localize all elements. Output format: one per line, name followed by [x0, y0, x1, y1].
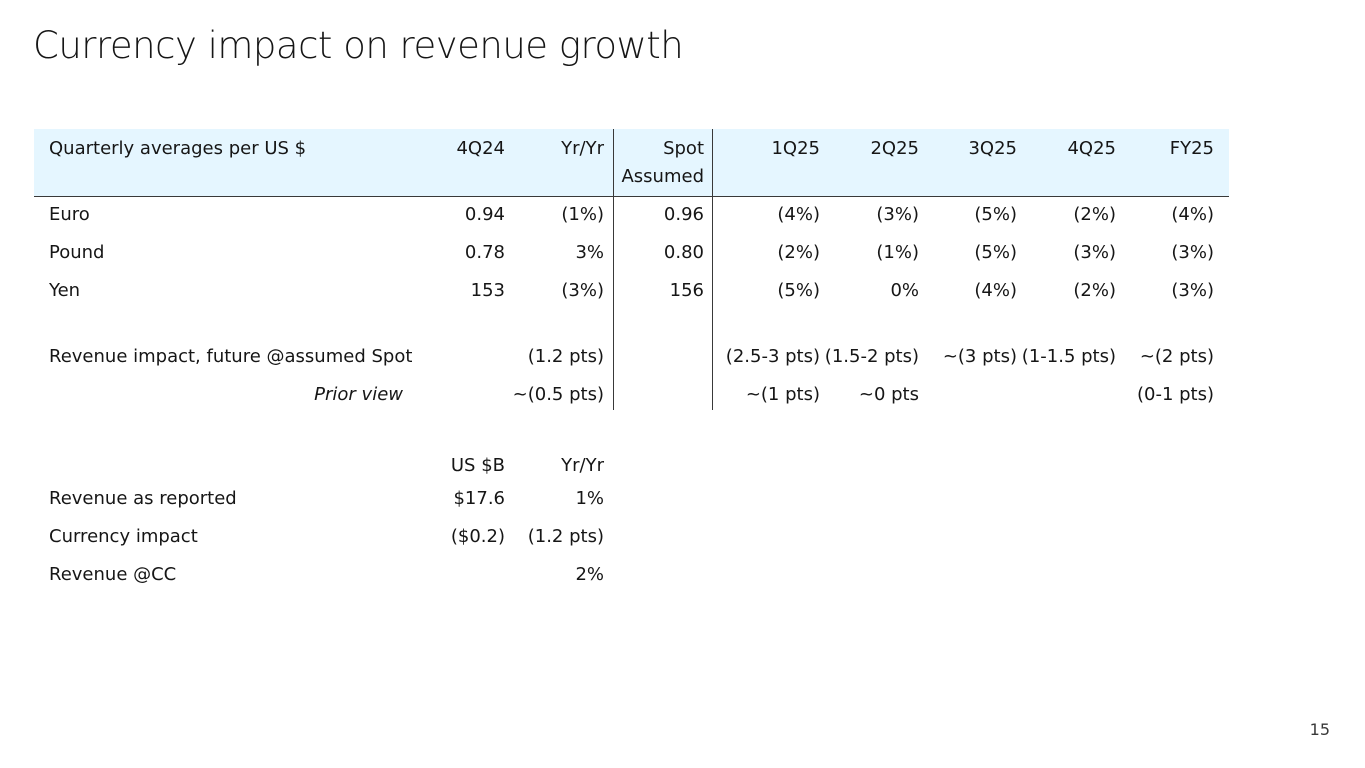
prior-fy25: (0-1 pts)	[1136, 384, 1214, 405]
row-euro-fy25: (4%)	[1171, 204, 1214, 225]
header-3q25: 3Q25	[968, 138, 1017, 159]
row-euro-spot: 0.96	[663, 204, 704, 225]
summary-row-reported-yryr: 1%	[575, 488, 604, 509]
summary-row-currency-label: Currency impact	[49, 526, 198, 547]
header-spot: Spot	[663, 138, 704, 159]
header-spot-assumed: Assumed	[621, 166, 704, 187]
impact-label: Revenue impact, future @assumed Spot	[49, 346, 413, 367]
row-pound-4q24: 0.78	[464, 242, 505, 263]
row-yen-fy25: (3%)	[1171, 280, 1214, 301]
prior-1q25: ~(1 pts)	[745, 384, 820, 405]
row-yen-spot: 156	[669, 280, 704, 301]
row-pound-4q25: (3%)	[1073, 242, 1116, 263]
page-title: Currency impact on revenue growth	[33, 24, 684, 67]
row-yen-2q25: 0%	[890, 280, 919, 301]
summary-header-yryr: Yr/Yr	[561, 455, 604, 476]
row-pound-fy25: (3%)	[1171, 242, 1214, 263]
row-yen-4q25: (2%)	[1073, 280, 1116, 301]
prior-2q25: ~0 pts	[858, 384, 919, 405]
spot-right-divider	[712, 129, 713, 410]
header-1q25: 1Q25	[771, 138, 820, 159]
impact-yryr: (1.2 pts)	[527, 346, 604, 367]
row-yen-yryr: (3%)	[561, 280, 604, 301]
summary-row-cc-label: Revenue @CC	[49, 564, 177, 585]
summary-row-reported-usb: $17.6	[453, 488, 505, 509]
row-yen-1q25: (5%)	[777, 280, 820, 301]
header-label: Quarterly averages per US $	[49, 138, 307, 159]
row-euro-2q25: (3%)	[876, 204, 919, 225]
spot-left-divider	[613, 129, 614, 410]
row-euro-label: Euro	[49, 204, 90, 225]
row-euro-1q25: (4%)	[777, 204, 820, 225]
row-yen-3q25: (4%)	[974, 280, 1017, 301]
impact-2q25: (1.5-2 pts)	[824, 346, 919, 367]
prior-yryr: ~(0.5 pts)	[512, 384, 604, 405]
header-fy25: FY25	[1169, 138, 1214, 159]
summary-row-reported-label: Revenue as reported	[49, 488, 237, 509]
row-euro-yryr: (1%)	[561, 204, 604, 225]
row-euro-4q24: 0.94	[464, 204, 505, 225]
prior-view-label: Prior view	[314, 384, 403, 405]
header-4q25: 4Q25	[1067, 138, 1116, 159]
header-divider	[34, 196, 1229, 197]
header-2q25: 2Q25	[870, 138, 919, 159]
summary-row-currency-usb: ($0.2)	[450, 526, 505, 547]
row-pound-label: Pound	[49, 242, 105, 263]
impact-1q25: (2.5-3 pts)	[725, 346, 820, 367]
row-pound-1q25: (2%)	[777, 242, 820, 263]
impact-fy25: ~(2 pts)	[1139, 346, 1214, 367]
table-header-band	[34, 129, 1229, 196]
summary-header-usb: US $B	[450, 455, 505, 476]
row-pound-2q25: (1%)	[876, 242, 919, 263]
summary-row-cc-yryr: 2%	[575, 564, 604, 585]
header-4q24: 4Q24	[456, 138, 505, 159]
row-pound-spot: 0.80	[663, 242, 704, 263]
header-yryr: Yr/Yr	[561, 138, 604, 159]
row-yen-4q24: 153	[470, 280, 505, 301]
row-pound-yryr: 3%	[575, 242, 604, 263]
page-number: 15	[1309, 720, 1330, 739]
row-euro-3q25: (5%)	[974, 204, 1017, 225]
impact-3q25: ~(3 pts)	[942, 346, 1017, 367]
impact-4q25: (1-1.5 pts)	[1021, 346, 1116, 367]
row-euro-4q25: (2%)	[1073, 204, 1116, 225]
summary-row-currency-yryr: (1.2 pts)	[527, 526, 604, 547]
row-yen-label: Yen	[49, 280, 81, 301]
row-pound-3q25: (5%)	[974, 242, 1017, 263]
